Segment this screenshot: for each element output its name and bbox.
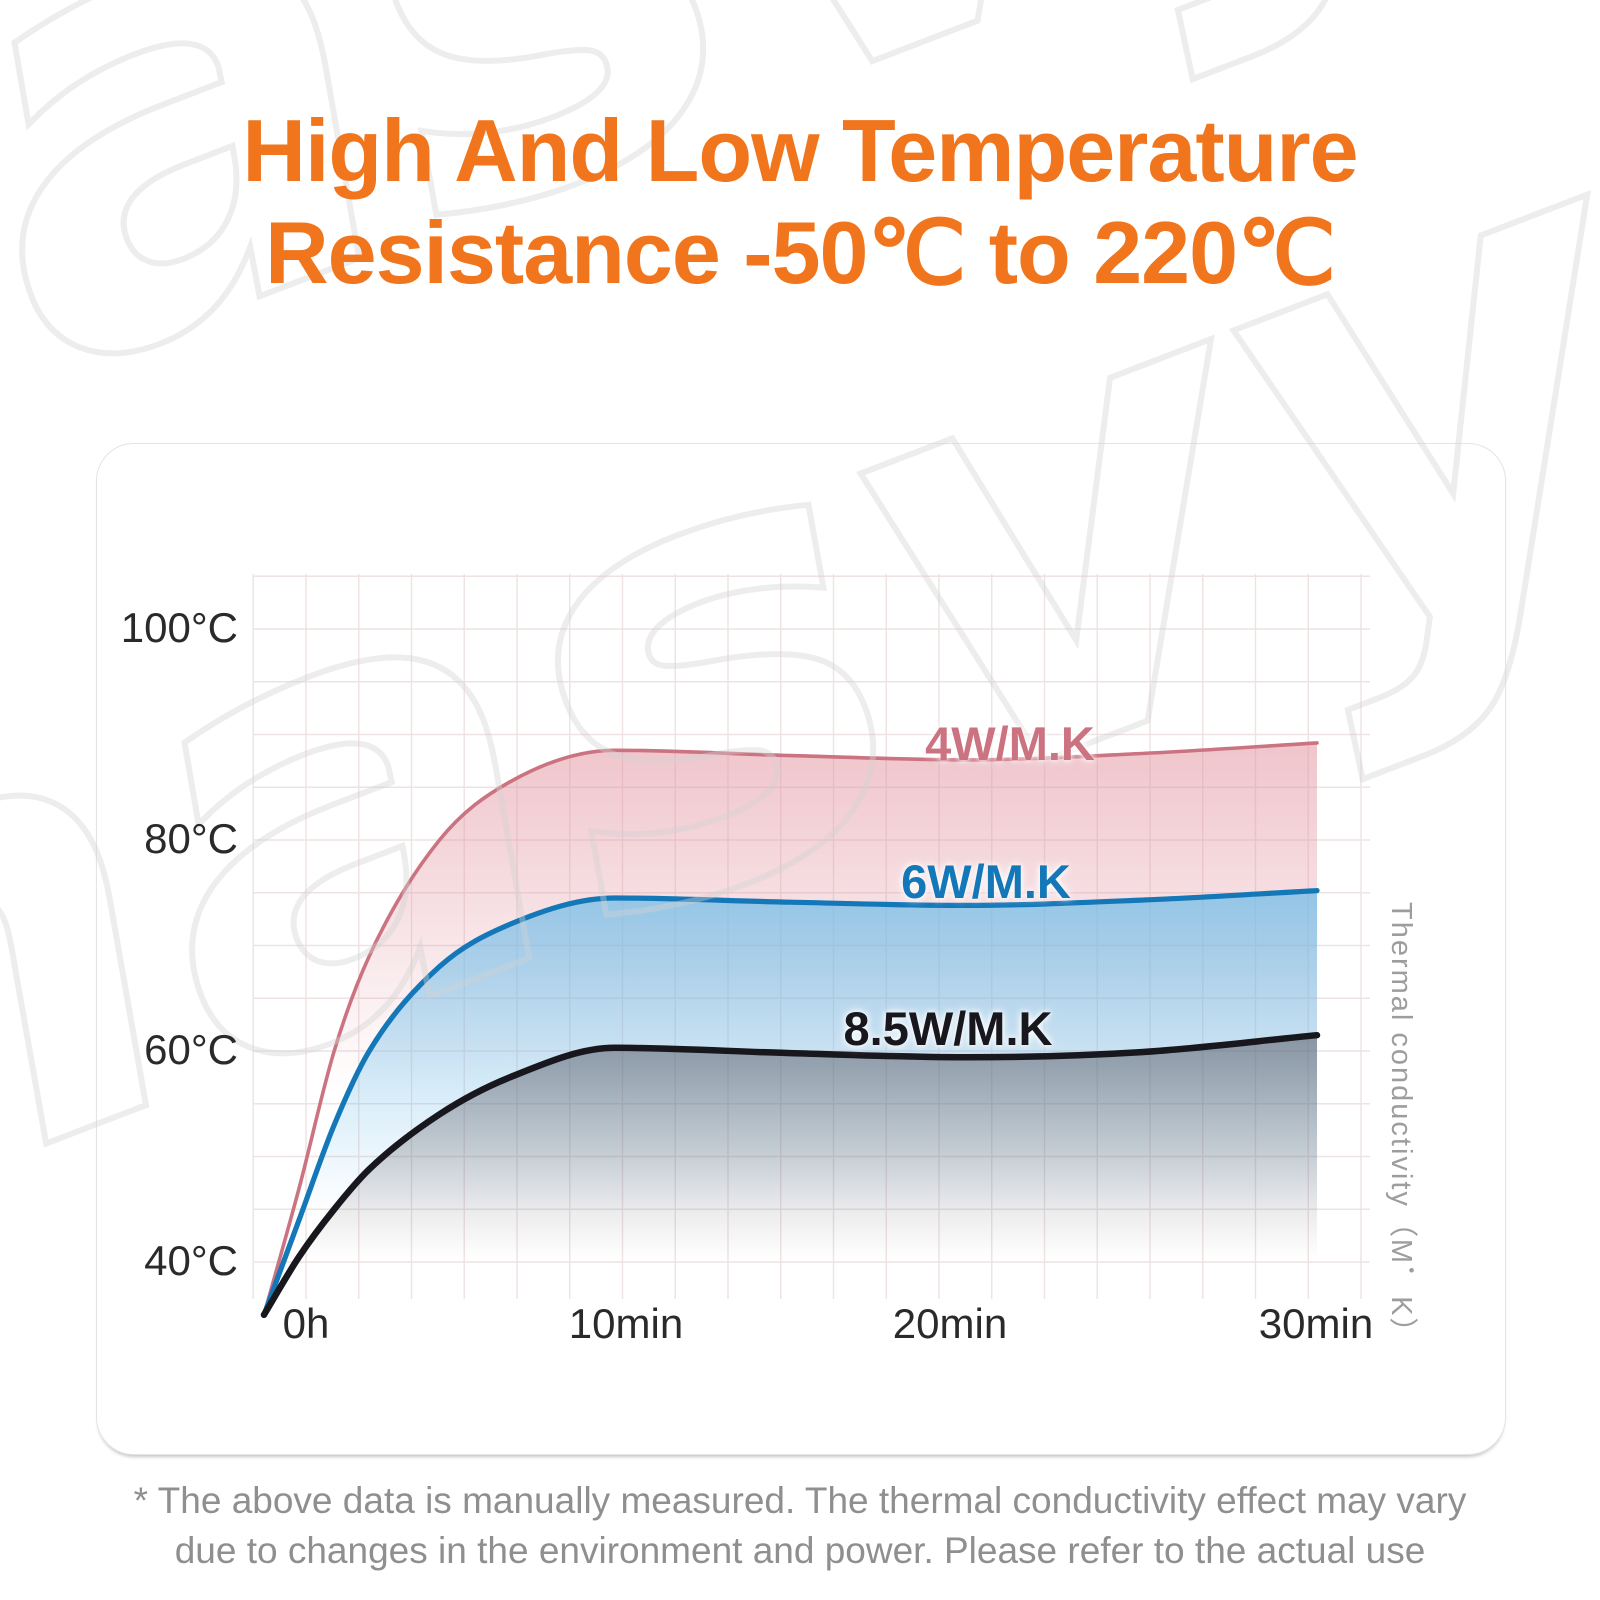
y-tick-40c: 40°C <box>144 1237 238 1284</box>
series-label-4wmk: 4W/M.K <box>925 717 1095 770</box>
series-area-2 <box>264 1035 1317 1316</box>
chart-card <box>96 443 1506 1455</box>
series-curve-1 <box>261 888 1320 1318</box>
page-title: High And Low Temperature Resistance -50℃… <box>0 100 1600 304</box>
footnote-line2: due to changes in the environment and po… <box>174 1530 1426 1571</box>
page-title-line2: Resistance -50℃ to 220℃ <box>265 203 1336 302</box>
series-areas <box>264 742 1317 1316</box>
footnote: * The above data is manually measured. T… <box>0 1476 1600 1576</box>
y-tick-100c: 100°C <box>120 604 238 651</box>
series-curves <box>260 741 1321 1319</box>
series-curve-2 <box>260 1031 1321 1319</box>
series-label-85wmk: 8.5W/M.K <box>843 1002 1053 1055</box>
y-tick-60c: 60°C <box>144 1026 238 1073</box>
y-tick-80c: 80°C <box>144 815 238 862</box>
chart-canvas <box>252 574 1370 1319</box>
footnote-line1: * The above data is manually measured. T… <box>133 1480 1467 1521</box>
x-tick-20min: 20min <box>892 1300 1008 1347</box>
series-label-6wmk: 6W/M.K <box>901 855 1071 908</box>
right-axis-label: Thermal conductivity（M．K） <box>1385 901 1417 1349</box>
series-curve-0 <box>262 741 1319 1317</box>
x-tick-10min: 10min <box>568 1300 684 1347</box>
x-tick-0h: 0h <box>282 1300 330 1347</box>
page-title-line1: High And Low Temperature <box>242 101 1358 200</box>
x-tick-30min: 30min <box>1258 1300 1374 1347</box>
